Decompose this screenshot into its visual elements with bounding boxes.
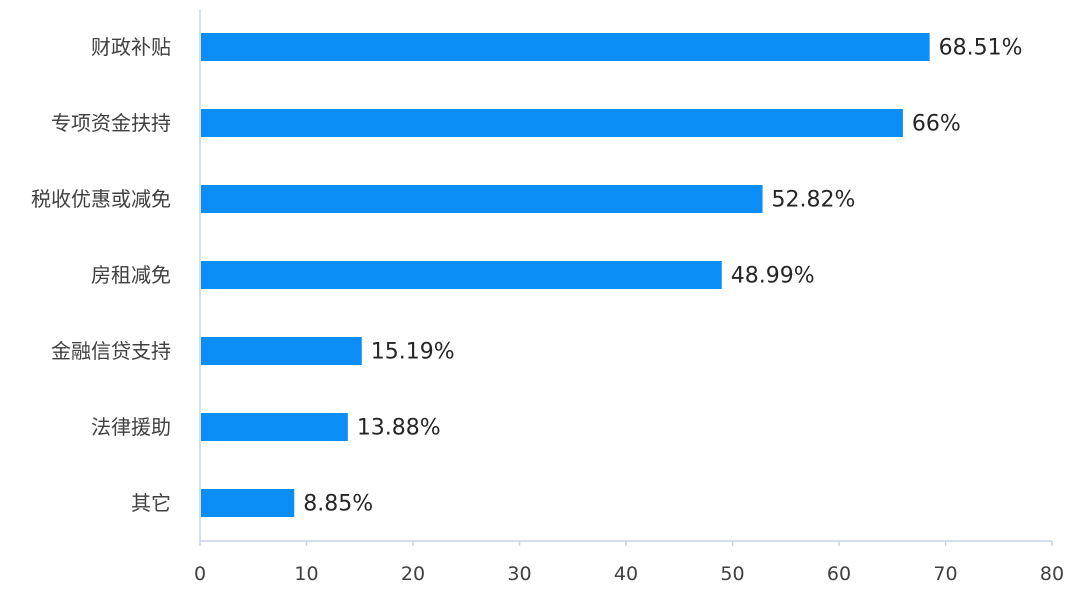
value-label-5: 15.19% xyxy=(371,340,455,365)
bar-4 xyxy=(201,261,722,289)
category-label-1: 财政补贴 xyxy=(91,35,171,59)
bar-2 xyxy=(201,109,903,137)
x-ticks-group: 0 10 20 30 40 50 60 70 80 xyxy=(194,541,1064,585)
bar-3 xyxy=(201,185,763,213)
x-tick-label-50: 50 xyxy=(720,563,744,585)
x-tick-label-60: 60 xyxy=(827,563,851,585)
bar-7 xyxy=(201,489,295,517)
value-label-7: 8.85% xyxy=(303,492,373,517)
x-tick-label-20: 20 xyxy=(401,563,425,585)
value-label-6: 13.88% xyxy=(357,416,441,441)
value-label-3: 52.82% xyxy=(772,188,856,213)
value-label-4: 48.99% xyxy=(731,264,815,289)
category-label-6: 法律援助 xyxy=(91,415,171,439)
category-label-5: 金融信贷支持 xyxy=(51,339,171,363)
x-tick-label-40: 40 xyxy=(614,563,638,585)
x-tick-label-70: 70 xyxy=(933,563,957,585)
x-tick-label-0: 0 xyxy=(194,563,206,585)
bars-group xyxy=(201,33,930,517)
bar-6 xyxy=(201,413,348,441)
bar-5 xyxy=(201,337,362,365)
x-tick-label-80: 80 xyxy=(1040,563,1064,585)
x-tick-label-10: 10 xyxy=(294,563,318,585)
category-label-4: 房租减免 xyxy=(91,263,171,287)
value-label-1: 68.51% xyxy=(939,36,1023,61)
bar-1 xyxy=(201,33,930,61)
category-label-3: 税收优惠或减免 xyxy=(31,187,171,211)
category-label-2: 专项资金扶持 xyxy=(51,111,171,135)
category-label-7: 其它 xyxy=(131,491,171,515)
x-tick-label-30: 30 xyxy=(507,563,531,585)
value-label-2: 66% xyxy=(912,112,961,137)
labels-group: 财政补贴 68.51% 专项资金扶持 66% 税收优惠或减免 52.82% 房租减免 48.9… xyxy=(31,35,1023,517)
